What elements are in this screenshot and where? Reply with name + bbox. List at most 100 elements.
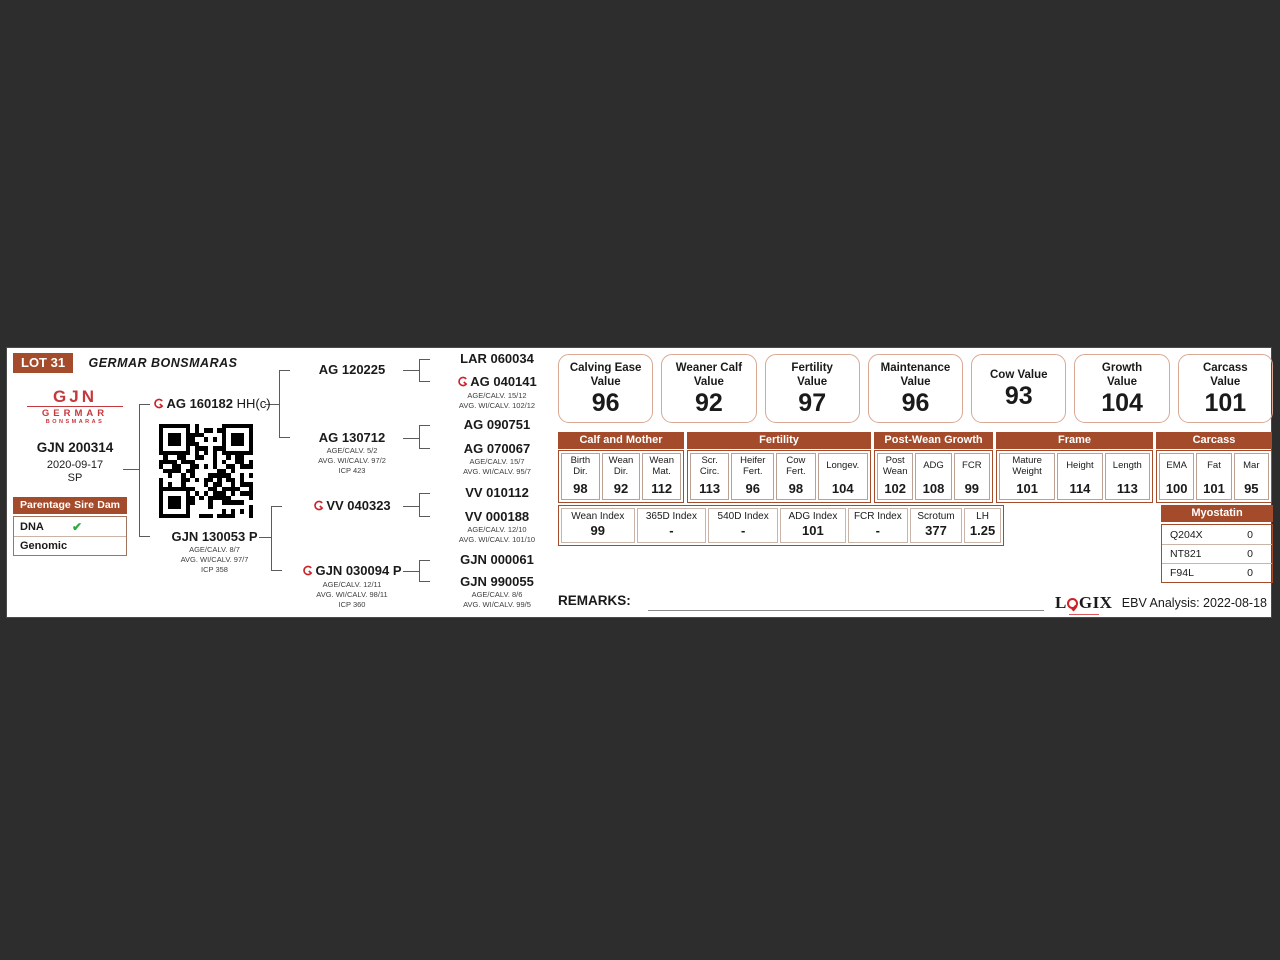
animal-name: AG 130712 [318, 430, 386, 445]
logo-gjn-text: GJN [53, 387, 97, 406]
ebv-cell-value: 104 [831, 480, 854, 496]
myostatin-value: 0 [1247, 548, 1253, 560]
index-cell-value: 1.25 [969, 523, 996, 539]
ebv-cell-value: 95 [1244, 480, 1259, 496]
ebv-analysis-date: EBV Analysis: 2022-08-18 [1121, 596, 1267, 610]
ebv-group-title: Carcass [1156, 432, 1272, 449]
animal-name: LAR 060034 [460, 351, 534, 366]
brand-icon [313, 500, 324, 514]
stat-line: AVG. WI/CALV. 98/11 [316, 589, 388, 599]
pedigree-node: GJN 990055 AGE/CALV. 8/6 AVG. WI/CALV. 9… [431, 575, 563, 610]
ebv-cell-value: 112 [651, 480, 673, 496]
ebv-cell: Birth Dir. 98 [561, 453, 600, 500]
ebv-cell-label: Birth Dir. [570, 455, 591, 477]
pedigree-line [259, 537, 271, 538]
remarks-line [648, 610, 1044, 611]
parentage-row-genomic: Genomic [14, 536, 126, 555]
pedigree-bracket [419, 560, 430, 582]
ebv-cell-label: Longev. [826, 460, 860, 472]
ebv-cell: ADG 108 [915, 453, 952, 500]
index-cell: FCR Index - [847, 508, 908, 543]
pedigree-bracket [139, 404, 150, 537]
ebv-cell: Mature Weight 101 [999, 453, 1056, 500]
animal-stats: AGE/CALV. 12/10 AVG. WI/CALV. 101/10 [431, 525, 563, 545]
animal-name: GJN 990055 [460, 574, 534, 589]
stat-line: AVG. WI/CALV. 95/7 [463, 466, 531, 476]
animal-stats: AGE/CALV. 8/7 AVG. WI/CALV. 97/7 ICP 358 [157, 545, 272, 575]
ebv-group-calf-and-mother: Calf and Mother Birth Dir. 98 Wean Dir. … [558, 432, 684, 503]
ebv-cell: Wean Dir. 92 [601, 453, 641, 500]
brand-icon [153, 398, 164, 412]
ebv-cell-value: 102 [884, 480, 907, 496]
value-box-value: 104 [1101, 389, 1143, 418]
pedigree-node: AG 070067 AGE/CALV. 15/7 AVG. WI/CALV. 9… [431, 442, 563, 477]
status-code: SP [67, 472, 83, 484]
pedigree-line [403, 438, 419, 439]
qr-code [159, 424, 253, 518]
index-cell-label: LH [976, 511, 989, 523]
myostatin-table: Myostatin Q204X 0 NT821 0 F94L 0 [1161, 505, 1273, 583]
parentage-header-col: Dam [97, 499, 120, 511]
ebv-cell-label: Post Wean [882, 455, 908, 477]
value-box-title: Cow Value [990, 368, 1048, 381]
index-cell-value: 101 [802, 523, 824, 539]
index-cell: LH 1.25 [964, 508, 1001, 543]
ebv-group-carcass: Carcass EMA 100 Fat 101 Mar 95 [1156, 432, 1272, 503]
ebv-cell-value: 92 [613, 480, 629, 496]
ebv-cell-label: FCR [962, 460, 982, 472]
lot-badge: LOT 31 [13, 353, 74, 373]
logix-text: GIX [1078, 593, 1113, 612]
myostatin-value: 0 [1247, 567, 1253, 579]
ebv-cell: Height 114 [1057, 453, 1103, 500]
ebv-group-fertility: Fertility Scr. Circ. 113 Heifer Fert. 96… [687, 432, 871, 503]
ebv-cell-value: 99 [964, 480, 980, 496]
animal-name: GJN 130053 P [171, 529, 258, 544]
parentage-header-col: Sire [74, 499, 94, 511]
stat-line: AGE/CALV. 5/2 [326, 446, 378, 455]
ebv-group-title: Fertility [687, 432, 871, 449]
catalog-card: LOT 31 GERMAR BONSMARAS GJN GERMAR BONSM… [6, 347, 1273, 618]
animal-name: AG 070067 [463, 441, 531, 456]
ebv-cell-label: Mar [1243, 460, 1260, 472]
pedigree-node: AG 090751 [431, 418, 563, 432]
value-boxes: Calving Ease Value 96 Weaner Calf Value … [558, 354, 1273, 423]
pedigree-bracket [419, 493, 430, 517]
stat-line: ICP 360 [338, 599, 366, 609]
pedigree-node: AG 120225 [289, 363, 415, 377]
stat-line: AVG. WI/CALV. 101/10 [458, 534, 536, 544]
ebv-cell-label: Fat [1207, 460, 1221, 472]
pedigree-node: AG 130712 AGE/CALV. 5/2 AVG. WI/CALV. 97… [289, 431, 415, 476]
index-cell-value: 99 [590, 523, 606, 539]
ebv-cell: Fat 101 [1196, 453, 1232, 500]
ebv-group-title: Calf and Mother [558, 432, 684, 449]
parentage-row-dna: DNA ✔ [14, 517, 126, 536]
index-cell-value: 377 [925, 523, 947, 539]
animal-name: VV 000188 [464, 509, 530, 524]
ebv-cell-value: 101 [1203, 480, 1225, 496]
myostatin-title: Myostatin [1161, 505, 1273, 522]
value-box-value: 97 [798, 389, 827, 418]
myostatin-row: Q204X 0 [1162, 525, 1272, 544]
pedigree-node: VV 040323 [289, 499, 415, 514]
ebv-cell-label: Length [1112, 460, 1142, 472]
ebv-cell-value: 113 [699, 480, 721, 496]
logix-tagline [1068, 613, 1099, 615]
animal-stats: AGE/CALV. 5/2 AVG. WI/CALV. 97/2 ICP 423 [289, 446, 415, 476]
pedigree-node: VV 010112 [431, 486, 563, 500]
ebv-cell-value: 114 [1069, 480, 1091, 496]
ebv-cell-label: Scr. Circ. [699, 455, 720, 477]
ebv-cell-label: Heifer Fert. [740, 455, 766, 477]
animal-name: AG 040141 [470, 374, 537, 389]
stat-line: AGE/CALV. 8/6 [471, 590, 523, 599]
animal-stats: AGE/CALV. 15/12 AVG. WI/CALV. 102/12 [431, 391, 563, 411]
stat-line: AVG. WI/CALV. 97/2 [318, 455, 386, 465]
ebv-cell: Cow Fert. 98 [776, 453, 816, 500]
pedigree-line [403, 370, 419, 371]
myostatin-label: NT821 [1170, 548, 1202, 560]
ebv-cell: Scr. Circ. 113 [690, 453, 730, 500]
value-box-carcass: Carcass Value 101 [1177, 354, 1273, 423]
myostatin-row: F94L 0 [1162, 563, 1272, 582]
animal-stats: AGE/CALV. 8/6 AVG. WI/CALV. 99/5 [431, 590, 563, 610]
birth-date: 2020-09-17 [46, 459, 104, 471]
ebv-cell: Longev. 104 [817, 453, 868, 500]
